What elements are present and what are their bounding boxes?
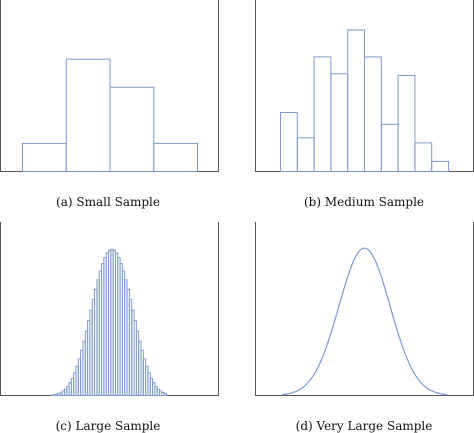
bar-a-3	[109, 86, 155, 172]
panel-d	[255, 222, 474, 396]
panel-c	[0, 222, 219, 397]
bar-b-9	[414, 142, 433, 172]
bar-c-50	[163, 393, 167, 396]
bar-a-2	[65, 58, 111, 173]
caption-b: (b) Medium Sample	[304, 195, 424, 209]
bar-b-3	[313, 56, 332, 172]
caption-c: (c) Large Sample	[56, 419, 161, 433]
caption-a: (a) Small Sample	[56, 195, 160, 209]
panel-a	[0, 0, 219, 173]
bar-b-5	[347, 29, 366, 172]
bar-b-4	[330, 73, 349, 172]
density-curve-d	[281, 247, 448, 396]
bar-a-4	[153, 142, 198, 173]
bar-b-10	[431, 160, 450, 172]
bar-a-1	[22, 142, 67, 173]
bar-b-7	[380, 123, 399, 172]
panel-b	[255, 0, 474, 173]
bar-b-8	[397, 74, 416, 172]
caption-d: (d) Very Large Sample	[296, 419, 433, 433]
bar-b-6	[364, 56, 382, 172]
bar-b-1	[280, 112, 298, 172]
bar-b-2	[296, 137, 315, 173]
